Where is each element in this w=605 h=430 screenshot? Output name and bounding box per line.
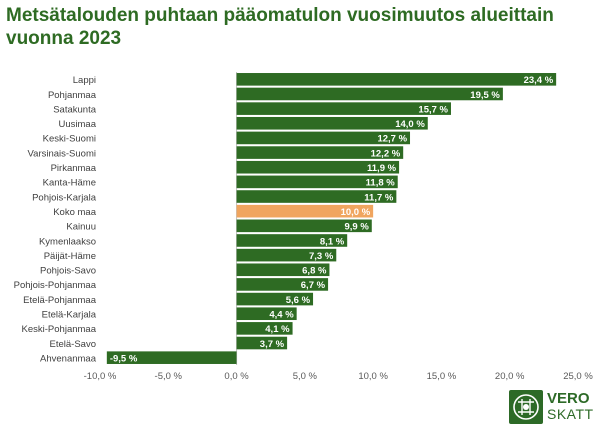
- data-label: 3,7 %: [260, 339, 285, 350]
- data-label: 4,1 %: [265, 324, 290, 335]
- category-label: Satakunta: [53, 104, 96, 115]
- x-tick-label: 0,0 %: [224, 371, 249, 382]
- chart-title: Metsätalouden puhtaan pääomatulon vuosim…: [6, 5, 554, 49]
- tax-administration-emblem-icon: [509, 390, 543, 424]
- x-tick-label: 10,0 %: [358, 371, 388, 382]
- data-label: 11,8 %: [366, 178, 396, 189]
- bar-19: [236, 336, 288, 350]
- x-tick-label: 15,0 %: [427, 371, 457, 382]
- category-label: Etelä-Savo: [50, 339, 96, 350]
- category-label: Pohjanmaa: [48, 90, 97, 101]
- data-label: 12,7 %: [377, 134, 407, 145]
- data-label: 12,2 %: [371, 148, 401, 159]
- bar-6: [236, 146, 404, 159]
- category-label: Etelä-Pohjanmaa: [23, 295, 97, 306]
- bar-18: [236, 322, 293, 335]
- data-label: 7,3 %: [309, 251, 334, 262]
- data-label: 10,0 %: [341, 207, 371, 218]
- logo-text-skatt: SKATT: [547, 406, 594, 422]
- logo-text-vero: VERO: [547, 390, 590, 407]
- category-label: Uusimaa: [59, 119, 97, 130]
- category-label: Pohjois-Pohjanmaa: [14, 280, 97, 291]
- bar-5: [236, 131, 411, 145]
- bar-15: [236, 278, 329, 291]
- category-label: Keski-Suomi: [43, 134, 96, 145]
- data-label: 9,9 %: [344, 222, 369, 233]
- category-label: Kanta-Häme: [43, 178, 96, 189]
- bar-10: [236, 204, 374, 218]
- category-label: Päijät-Häme: [44, 251, 96, 262]
- bar-4: [236, 116, 428, 130]
- x-tick-label: 5,0 %: [293, 371, 318, 382]
- data-label: 8,1 %: [320, 236, 345, 247]
- data-label: 11,9 %: [367, 163, 397, 174]
- bar-9: [236, 190, 397, 203]
- x-tick-label: 20,0 %: [495, 371, 525, 382]
- bar-2: [236, 87, 503, 101]
- data-label: 5,6 %: [286, 295, 311, 306]
- bar-8: [236, 175, 398, 189]
- category-label: Kainuu: [66, 222, 96, 233]
- bar-7: [236, 160, 400, 174]
- vero-skatt-logo: VERO SKATT: [509, 390, 601, 424]
- category-label: Pirkanmaa: [51, 163, 97, 174]
- data-label: 6,7 %: [301, 280, 326, 291]
- category-label: Pohjois-Karjala: [32, 192, 97, 203]
- x-tick-label: 25,0 %: [563, 371, 593, 382]
- x-tick-label: -10,0 %: [84, 371, 117, 382]
- bar-12: [236, 234, 348, 247]
- data-label: 14,0 %: [395, 119, 425, 130]
- category-label: Pohjois-Savo: [40, 266, 96, 277]
- bar-13: [236, 248, 337, 262]
- bar-20: [106, 351, 237, 364]
- data-label: 19,5 %: [470, 90, 500, 101]
- bar-14: [236, 263, 330, 277]
- category-label: Kymenlaakso: [39, 236, 96, 247]
- category-label: Etelä-Karjala: [42, 310, 97, 321]
- bar-16: [236, 292, 314, 306]
- bar-3: [236, 102, 451, 115]
- data-label: 23,4 %: [524, 75, 554, 86]
- category-label: Ahvenanmaa: [40, 353, 97, 364]
- data-label: 11,7 %: [364, 192, 394, 203]
- data-label: 4,4 %: [269, 310, 294, 321]
- bar-17: [236, 307, 297, 321]
- bar-11: [236, 219, 372, 233]
- category-label: Varsinais-Suomi: [28, 148, 96, 159]
- x-tick-label: -5,0 %: [155, 371, 183, 382]
- category-label: Koko maa: [53, 207, 96, 218]
- data-label: 6,8 %: [302, 266, 327, 277]
- data-label: 15,7 %: [418, 104, 448, 115]
- data-label: -9,5 %: [110, 353, 138, 364]
- bar-1: [236, 73, 557, 86]
- category-label: Lappi: [73, 75, 96, 86]
- category-label: Keski-Pohjanmaa: [22, 324, 97, 335]
